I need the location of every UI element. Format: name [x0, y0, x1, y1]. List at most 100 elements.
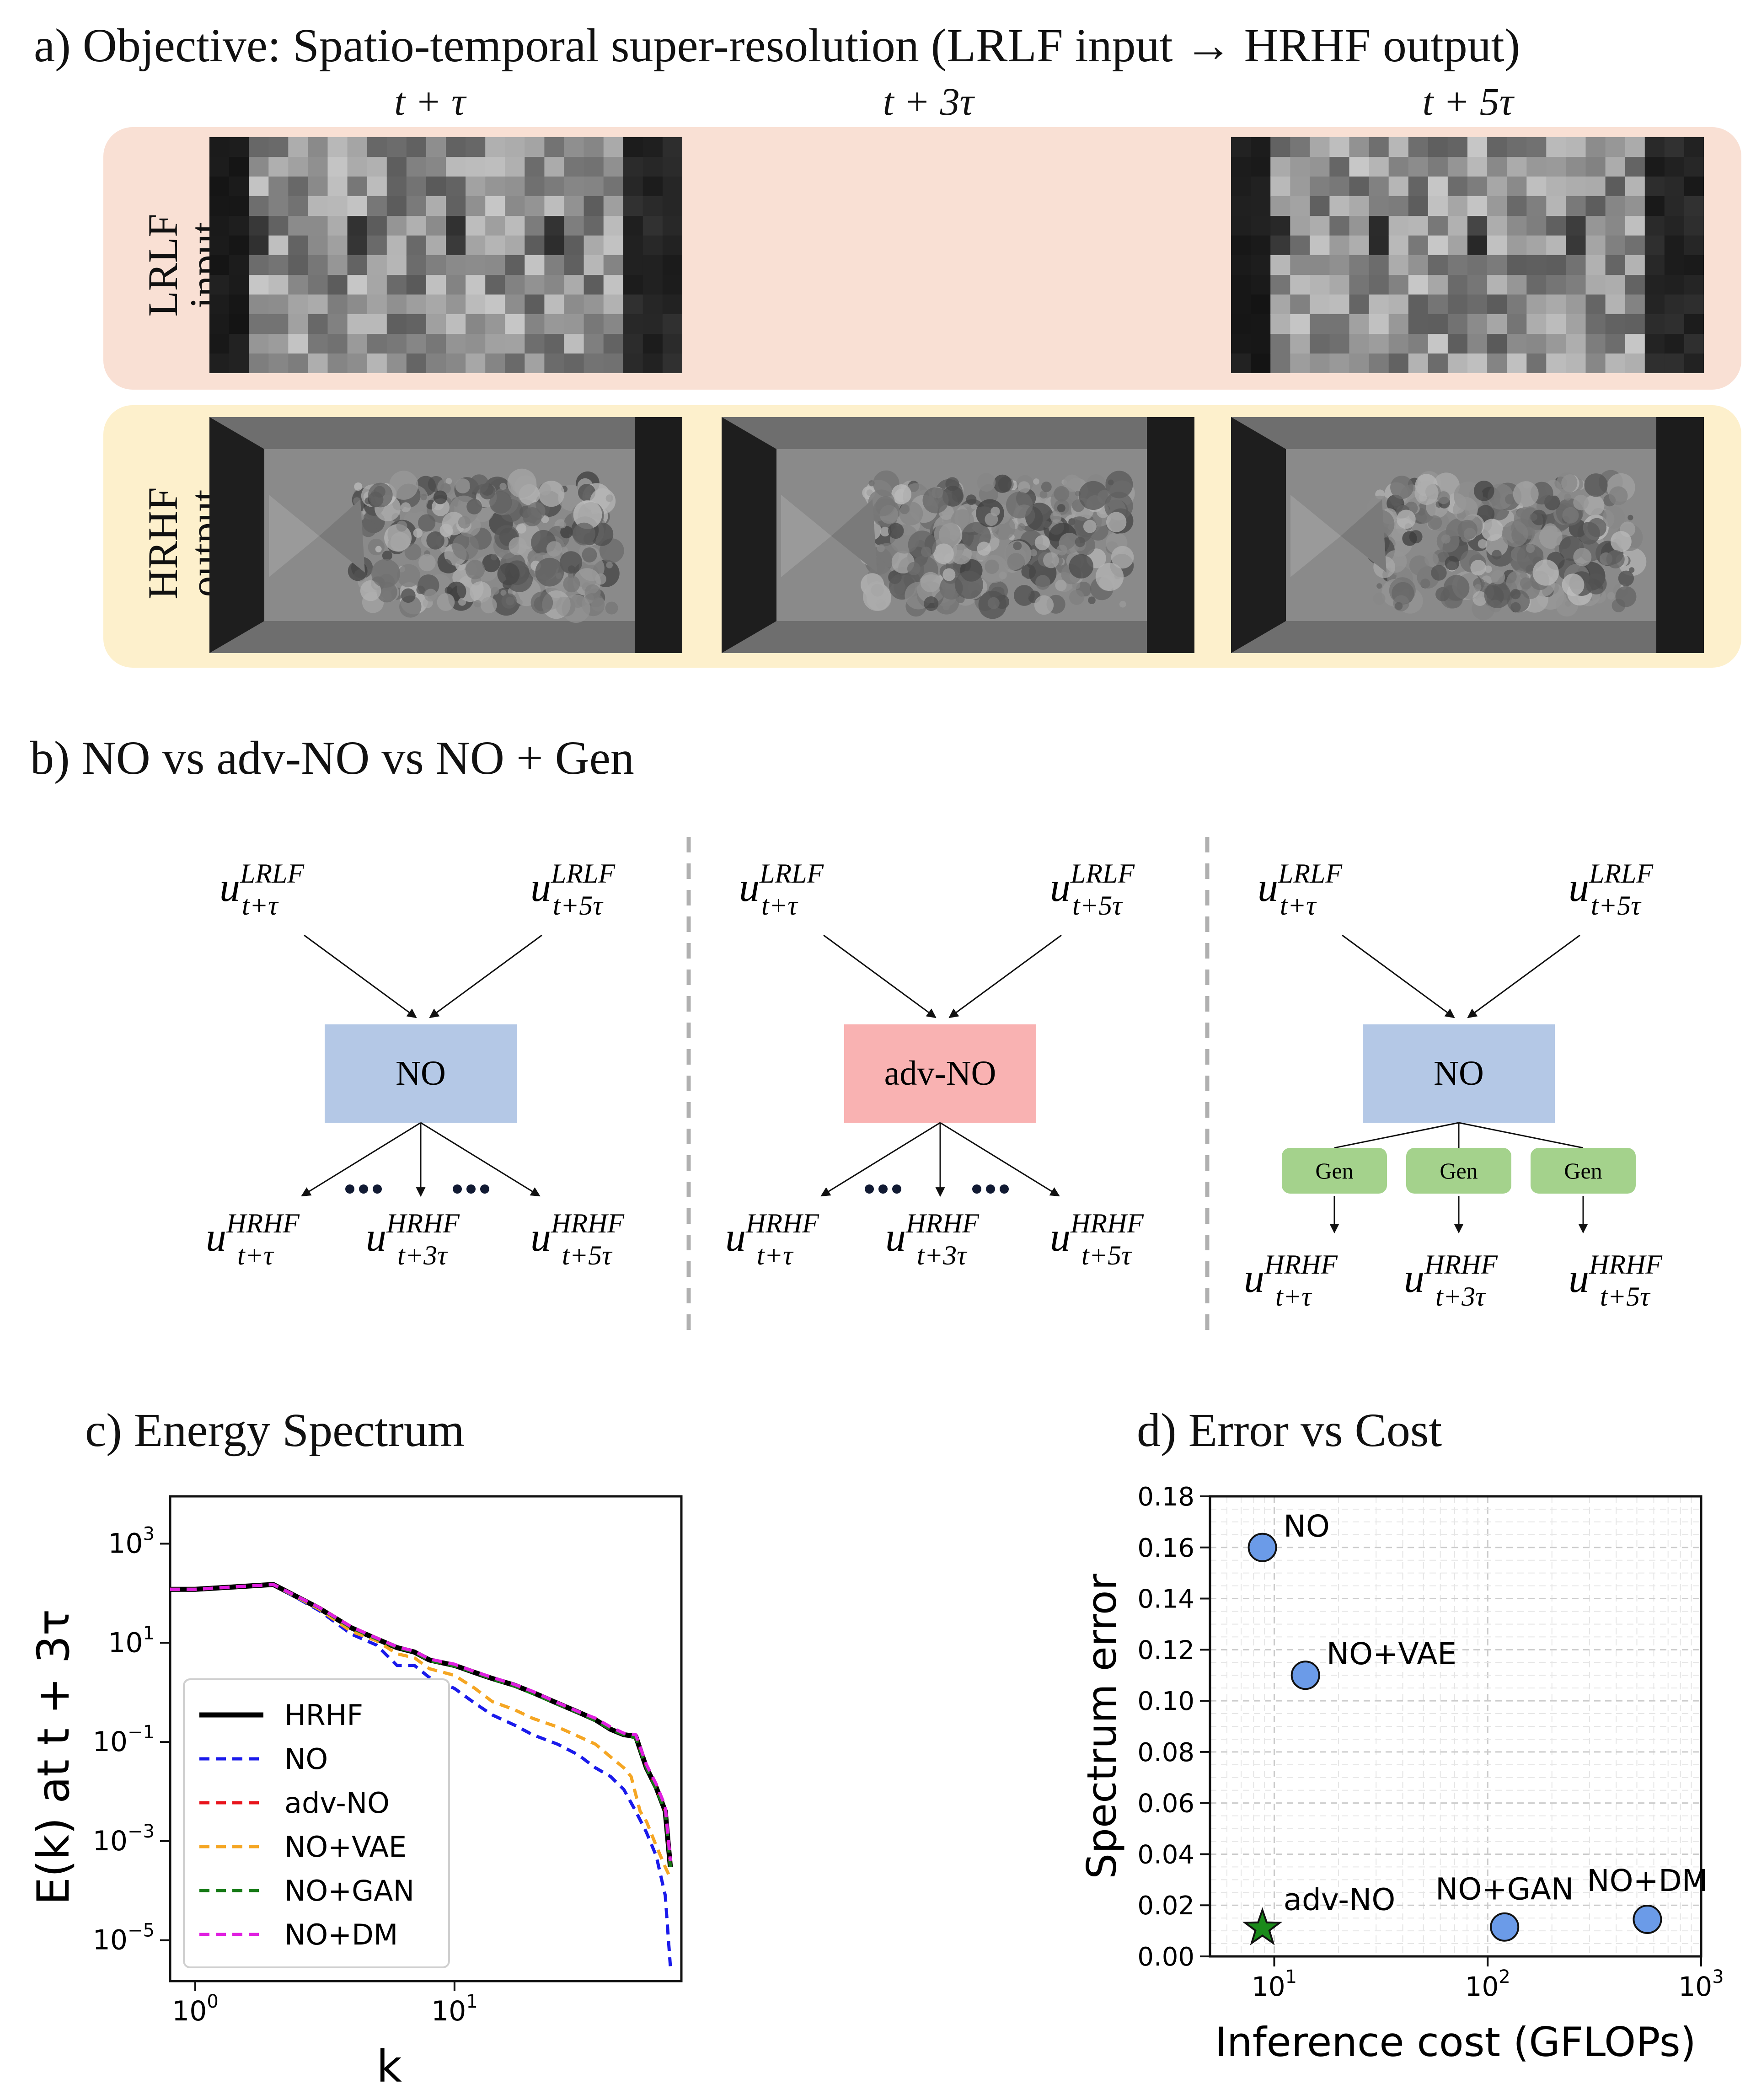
pixel-block — [367, 354, 387, 373]
turbulence-blob — [868, 489, 895, 517]
pixel-block — [1388, 295, 1409, 315]
pixel-block — [1369, 177, 1389, 197]
pixel-block — [1625, 157, 1645, 177]
pixel-block — [1664, 236, 1685, 256]
turbulence-blob — [1035, 575, 1050, 590]
pixel-block — [308, 255, 328, 275]
pixel-block — [268, 255, 289, 275]
turbulence-blob — [433, 490, 447, 504]
pixel-block — [1369, 354, 1389, 373]
pixel-block — [505, 157, 525, 177]
pixel-block — [485, 314, 505, 334]
turbulence-blob — [420, 493, 427, 501]
turbulence-blob — [1445, 556, 1460, 571]
pixel-block — [209, 334, 230, 354]
plot-frame — [1209, 1495, 1702, 1958]
pixel-block — [308, 196, 328, 216]
turbulence-blob — [396, 520, 407, 532]
pixel-block — [229, 196, 249, 216]
turbulence-blob — [1427, 515, 1442, 530]
pixel-block — [1329, 295, 1350, 315]
pixel-block — [367, 236, 387, 256]
pixel-block — [1487, 137, 1507, 157]
architecture-diagrams: uLRLF t+τ uLRLF t+5τ NO uHRHF t+τ uHRHF t+3τ uHRH… — [206, 837, 1663, 1331]
pixel-block — [1507, 354, 1527, 373]
pixel-block — [1507, 216, 1527, 236]
model-label: NO — [396, 1054, 446, 1093]
turbulence-blob — [360, 520, 377, 537]
legend-box — [183, 1678, 450, 1968]
pixel-block — [1467, 275, 1488, 295]
pixel-block — [1231, 255, 1251, 275]
pixel-block — [1585, 236, 1606, 256]
pixel-block — [1605, 295, 1626, 315]
pixel-block — [1526, 236, 1547, 256]
pixel-block — [1231, 196, 1251, 216]
pixel-block — [1290, 216, 1310, 236]
pixel-block — [1487, 177, 1507, 197]
turbulence-blob — [389, 471, 418, 500]
turbulence-blob — [1532, 559, 1559, 586]
pixel-block — [584, 334, 604, 354]
image-band-top — [209, 417, 682, 449]
input-arrow-right — [1467, 934, 1580, 1018]
pixel-block — [347, 196, 368, 216]
pixel-block — [367, 275, 387, 295]
turbulence-blob — [501, 593, 517, 609]
pixel-block — [1388, 255, 1409, 275]
pixel-block — [584, 236, 604, 256]
pixel-block — [426, 334, 446, 354]
pixel-block — [209, 177, 230, 197]
pixel-block — [1684, 334, 1704, 354]
y-tick-label: 10−5 — [93, 1920, 155, 1956]
y-tick-label: 0.00 — [1137, 1942, 1194, 1972]
pixel-block — [1605, 216, 1626, 236]
turbulence-blob — [1473, 481, 1494, 501]
ellipsis-dot — [359, 1184, 368, 1194]
gen-label: Gen — [1440, 1158, 1478, 1184]
pixel-block — [1270, 334, 1290, 354]
turbulence-blob — [1057, 504, 1065, 513]
pixel-block — [1447, 314, 1468, 334]
pixel-block — [544, 236, 565, 256]
pixel-block — [623, 295, 643, 315]
pixel-block — [525, 295, 545, 315]
gen-box — [1282, 1148, 1387, 1194]
turbulence-blob — [1025, 503, 1054, 531]
pixel-block — [1625, 255, 1645, 275]
pixel-block — [249, 275, 269, 295]
pixel-block — [1290, 354, 1310, 373]
pixel-block — [466, 295, 486, 315]
pixel-block — [1467, 354, 1488, 373]
pixel-block — [1270, 177, 1290, 197]
pixel-block — [446, 236, 466, 256]
pixel-block — [623, 334, 643, 354]
pixel-block — [642, 177, 663, 197]
pixel-block — [1684, 137, 1704, 157]
input-right-label: uLRLF t+5τ — [530, 858, 616, 921]
turbulence-blob — [978, 590, 1007, 619]
pixel-block — [1487, 236, 1507, 256]
pixel-block — [1388, 216, 1409, 236]
y-tick-label: 101 — [108, 1623, 155, 1659]
image-band-top — [722, 417, 1194, 449]
turbulence-blob — [1484, 565, 1492, 573]
turbulence-blob — [1606, 550, 1625, 568]
shock-diamond — [1290, 495, 1341, 577]
turbulence-blob — [1556, 472, 1578, 493]
pixel-block — [623, 354, 643, 373]
ellipsis-dot — [892, 1184, 901, 1194]
column-label-t-3tau: t + 3τ — [883, 80, 974, 123]
pixel-block — [288, 157, 308, 177]
turbulence-blob — [458, 516, 471, 529]
pixel-block — [1447, 236, 1468, 256]
pixel-block — [1625, 137, 1645, 157]
pixel-block — [229, 157, 249, 177]
y-tick-label: 0.02 — [1137, 1891, 1194, 1921]
energy-spectrum-chart: 100 101 10−5 10−3 10−1 101 103 k E(k) at t + 3τ H… — [28, 1495, 683, 2092]
pixel-block — [584, 216, 604, 236]
pixel-block — [1585, 177, 1606, 197]
pixel-block — [1447, 354, 1468, 373]
pixel-block — [308, 354, 328, 373]
pixel-block — [1349, 314, 1370, 334]
